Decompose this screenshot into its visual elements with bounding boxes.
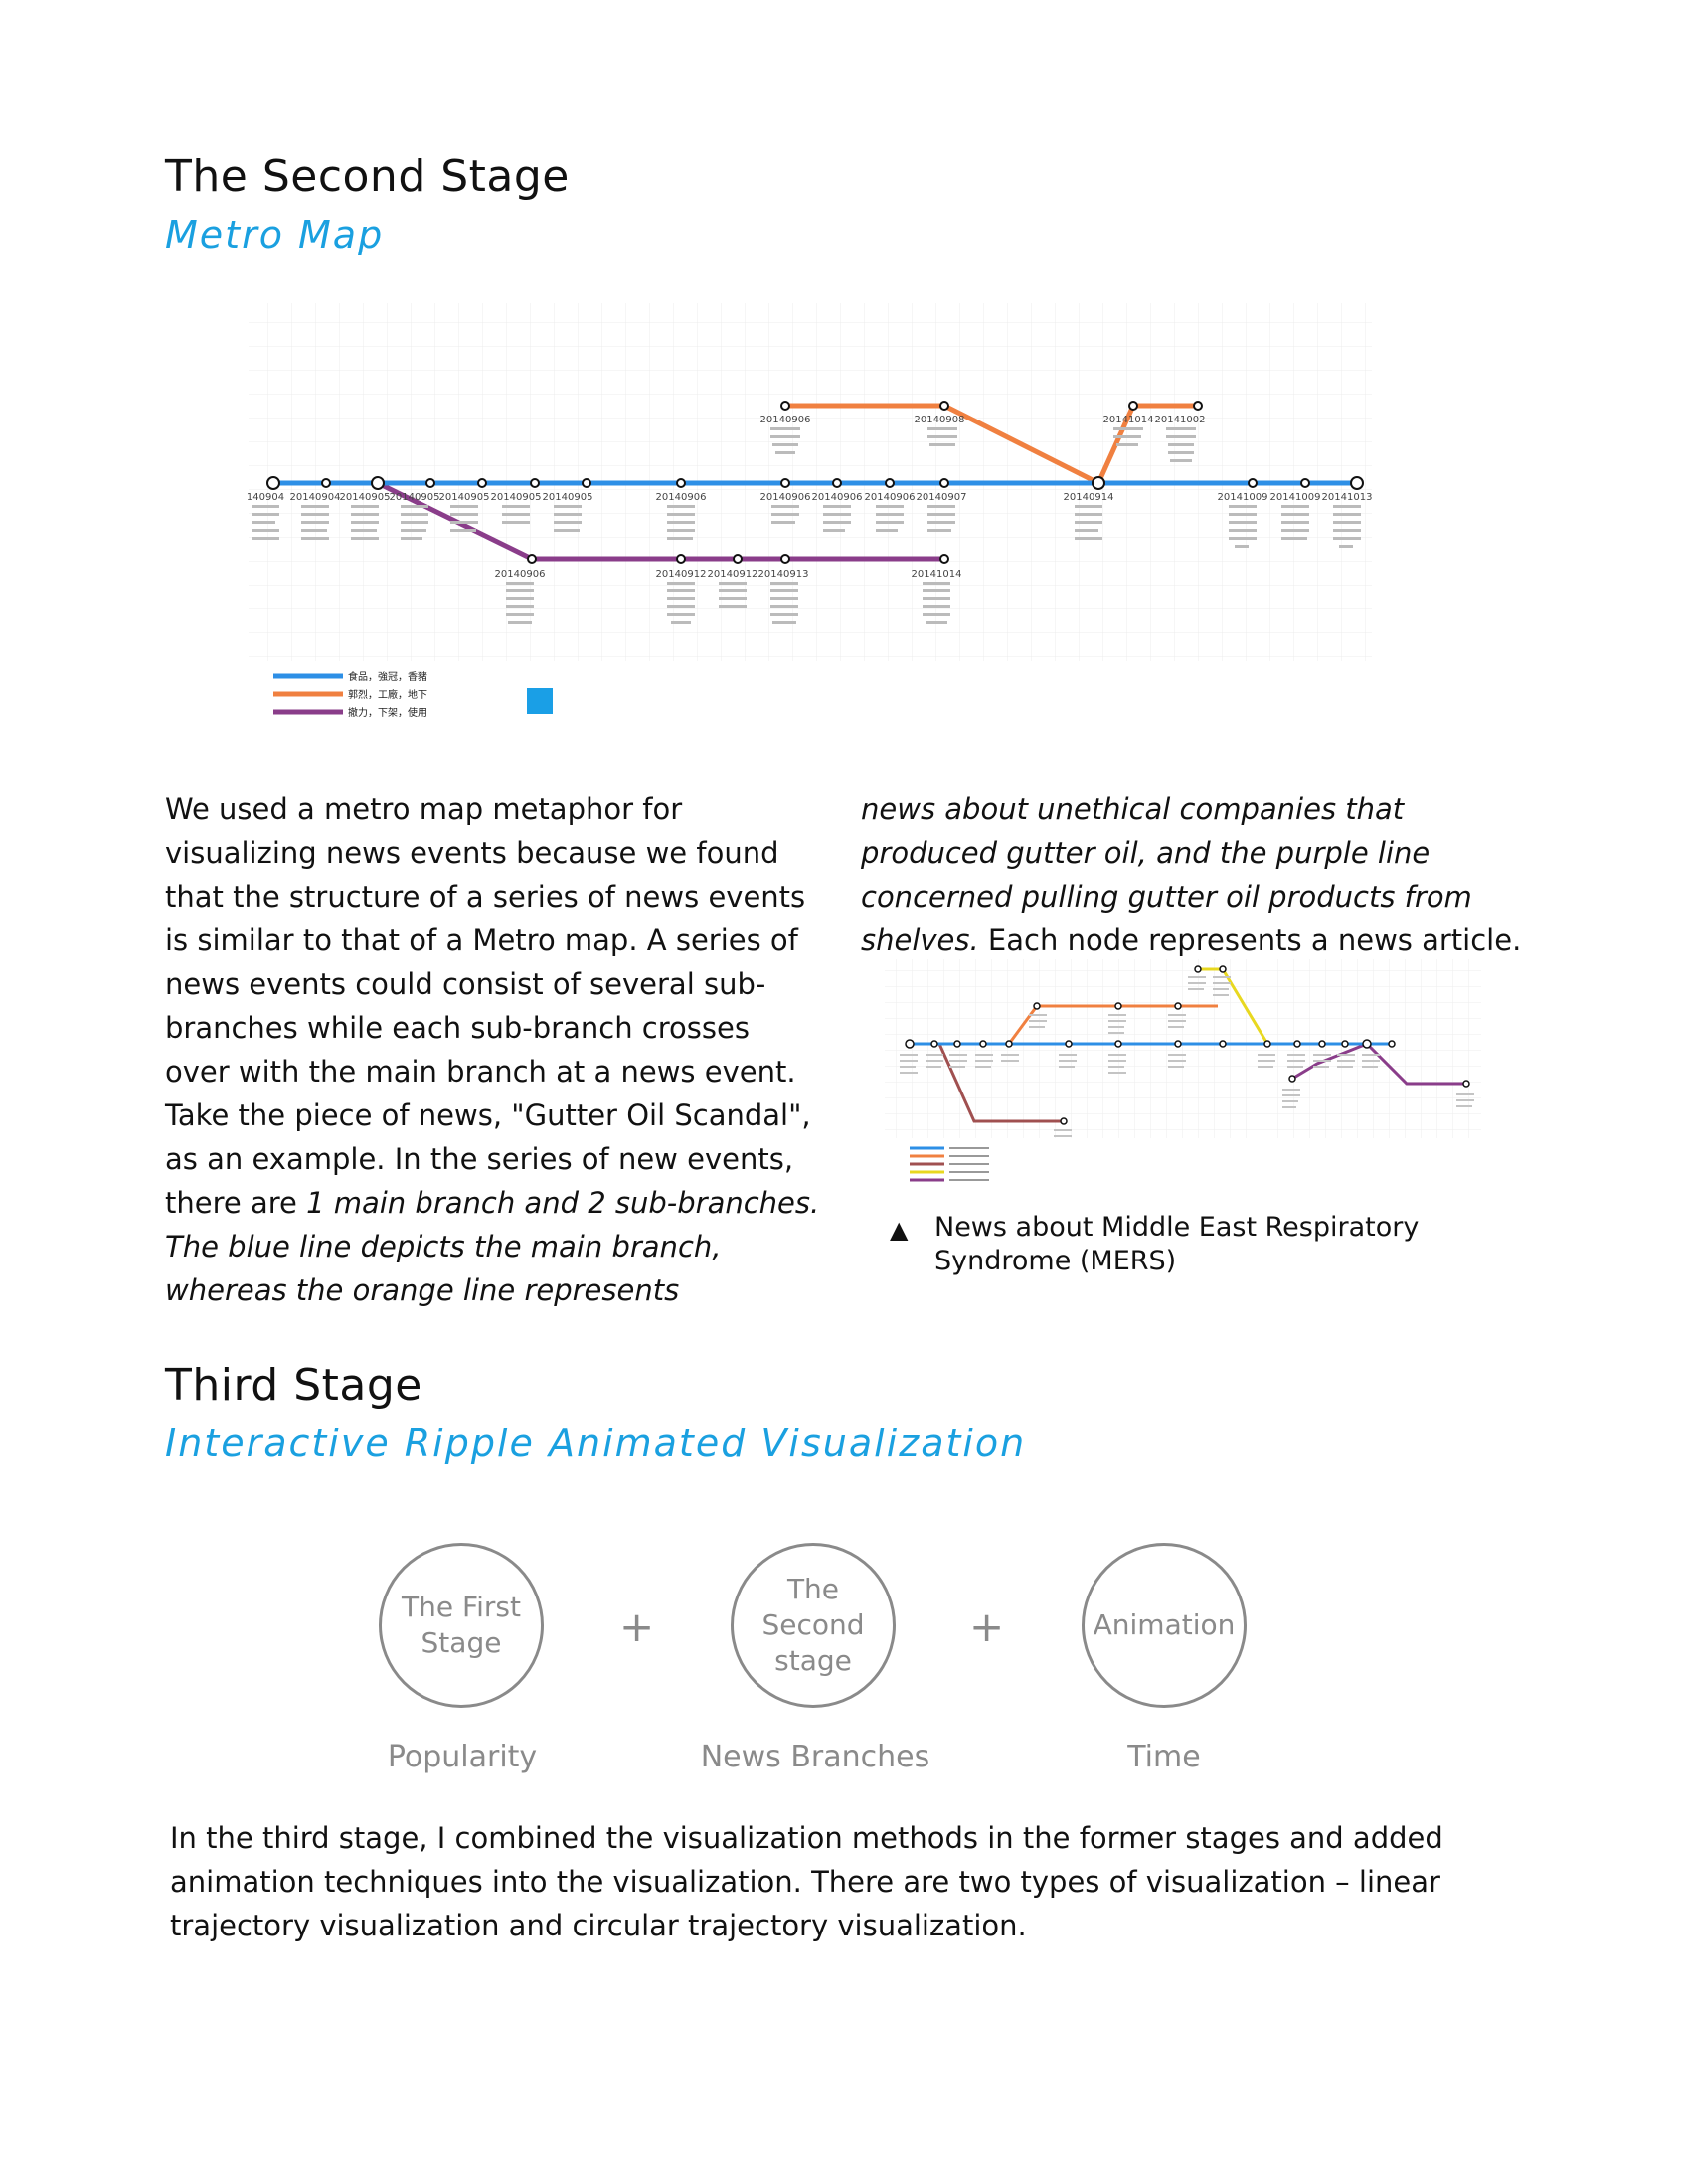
main-node-labels: 140904 20140904 20140905 20140905 201409… bbox=[247, 492, 1373, 503]
plus-icon: + bbox=[969, 1602, 1005, 1651]
mers-figure bbox=[880, 954, 1486, 1188]
node-label: 20141014 bbox=[1103, 415, 1154, 425]
stage-circle: Animation bbox=[1082, 1543, 1247, 1708]
bottom-text-blocks bbox=[506, 582, 950, 624]
circle-caption: Popularity bbox=[387, 1740, 538, 1774]
node-label: 20140908 bbox=[915, 415, 965, 425]
node-label: 20141014 bbox=[912, 569, 962, 580]
figure-caption: News about Middle East Respiratory Syndr… bbox=[934, 1212, 1420, 1276]
section-subtitle: Interactive Ripple Animated Visualizatio… bbox=[165, 1422, 1027, 1465]
body-text-bottom: In the third stage, I combined the visua… bbox=[170, 1816, 1522, 1947]
mers-nodes bbox=[905, 965, 1470, 1125]
node-label: 20140914 bbox=[1064, 492, 1114, 503]
bottom-node-labels: 20140906 20140912 20140912 20140913 2014… bbox=[495, 569, 962, 580]
body-text-left: We used a metro map metaphor for visuali… bbox=[165, 787, 821, 1312]
node-label: 140904 bbox=[247, 492, 284, 503]
body-text-normal: Each node represents a news article. bbox=[978, 924, 1522, 957]
node-label: 20141002 bbox=[1155, 415, 1206, 425]
legend-item: 撤力，下架，使用 bbox=[348, 706, 427, 719]
section-title: Third Stage bbox=[165, 1360, 422, 1411]
node-label: 20140905 bbox=[390, 492, 440, 503]
orange-nodes bbox=[780, 401, 1203, 411]
metro-map-figure: 20140906 20140908 20141014 20141002 1409… bbox=[244, 298, 1382, 726]
stage-circle: The Second stage bbox=[731, 1543, 896, 1708]
top-node-labels: 20140906 20140908 20141014 20141002 bbox=[760, 415, 1206, 425]
body-paragraph: In the third stage, I combined the visua… bbox=[170, 1821, 1443, 1942]
node-label: 20140906 bbox=[812, 492, 863, 503]
body-text-right: news about unethical companies that prod… bbox=[861, 787, 1527, 962]
mers-text-blocks bbox=[900, 976, 1474, 1137]
section-title: The Second Stage bbox=[165, 151, 570, 202]
body-text-italic: news about unethical companies that prod… bbox=[861, 792, 1472, 957]
main-text-blocks bbox=[252, 505, 1361, 548]
circle-caption: Time bbox=[1127, 1740, 1201, 1774]
node-label: 20140905 bbox=[543, 492, 593, 503]
node-label: 20140904 bbox=[290, 492, 341, 503]
node-label: 20141009 bbox=[1270, 492, 1321, 503]
color-swatch bbox=[527, 688, 553, 714]
plus-icon: + bbox=[619, 1602, 655, 1651]
legend-item: 食品，強冠，香豬 bbox=[348, 670, 427, 683]
node-label: 20140906 bbox=[865, 492, 916, 503]
section-subtitle: Metro Map bbox=[165, 213, 385, 256]
body-text-normal: We used a metro map metaphor for visuali… bbox=[165, 792, 811, 1220]
legend: 食品，強冠，香豬 郭烈，工廠，地下 撤力，下架，使用 bbox=[273, 670, 427, 719]
circle-label: Animation bbox=[1093, 1608, 1236, 1641]
stage-circle: The First Stage bbox=[379, 1543, 544, 1708]
node-label: 20140913 bbox=[758, 569, 809, 580]
node-label: 20140905 bbox=[340, 492, 391, 503]
mers-chart bbox=[885, 959, 1481, 1182]
legend-item: 郭烈，工廠，地下 bbox=[348, 688, 427, 701]
circle-label: The First Stage bbox=[402, 1591, 521, 1659]
body-text-italic: 1 main branch and 2 sub-branches. The bl… bbox=[165, 1186, 820, 1307]
node-label: 20140906 bbox=[760, 492, 811, 503]
body-paragraph: news about unethical companies that prod… bbox=[861, 787, 1527, 962]
mers-legend bbox=[910, 1146, 989, 1182]
node-label: 20141009 bbox=[1218, 492, 1268, 503]
node-label: 20141013 bbox=[1322, 492, 1373, 503]
node-label: 20140912 bbox=[656, 569, 707, 580]
grid-background bbox=[885, 959, 1481, 1138]
purple-nodes bbox=[527, 554, 949, 564]
node-label: 20140905 bbox=[439, 492, 490, 503]
metro-map-chart: 20140906 20140908 20141014 20141002 1409… bbox=[247, 303, 1373, 719]
node-label: 20140906 bbox=[656, 492, 707, 503]
circle-caption: News Branches bbox=[700, 1740, 930, 1774]
node-label: 20140906 bbox=[495, 569, 546, 580]
node-label: 20140912 bbox=[708, 569, 758, 580]
caption-marker-icon: ▲ bbox=[890, 1216, 909, 1244]
blue-nodes bbox=[266, 476, 1364, 490]
label-text-blocks bbox=[770, 427, 1196, 462]
node-label: 20140906 bbox=[760, 415, 811, 425]
circle-label: The Second stage bbox=[761, 1573, 865, 1677]
body-paragraph: We used a metro map metaphor for visuali… bbox=[165, 787, 821, 1312]
node-label: 20140907 bbox=[917, 492, 967, 503]
node-label: 20140905 bbox=[491, 492, 542, 503]
